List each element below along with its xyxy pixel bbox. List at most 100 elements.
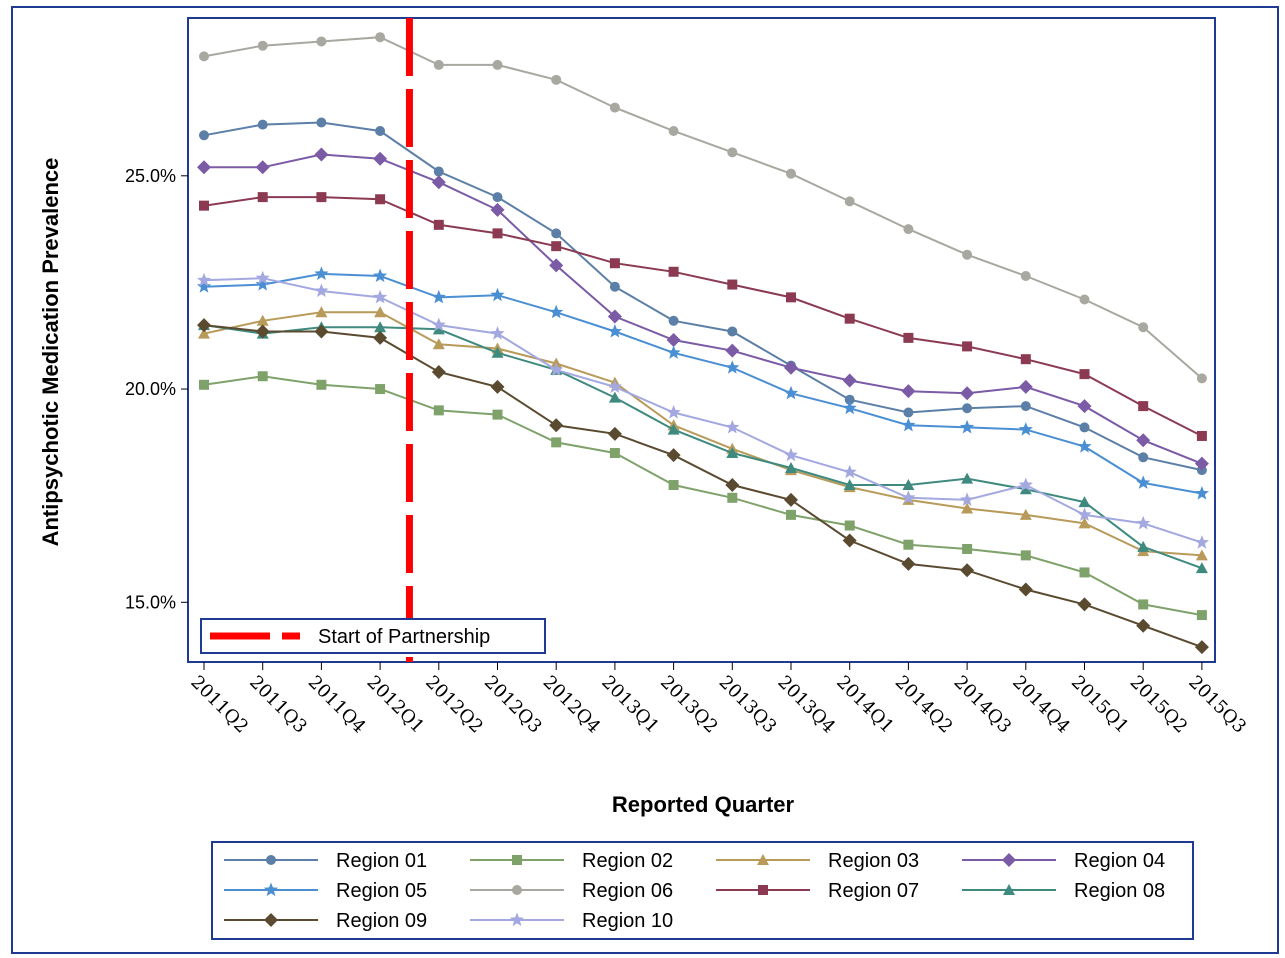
data-point: [901, 556, 916, 571]
data-point: [257, 371, 268, 382]
series-line: [203, 375, 1203, 617]
legend-label: Region 04: [1074, 850, 1165, 872]
data-point: [491, 346, 504, 358]
data-point: [1194, 535, 1209, 549]
legend-marker: [263, 882, 279, 897]
data-point: [314, 266, 329, 280]
legend-marker: [512, 855, 522, 865]
data-point: [199, 51, 209, 62]
data-point: [432, 323, 445, 335]
data-point: [666, 448, 681, 463]
series-line: [203, 121, 1203, 472]
legend-marker: [757, 854, 769, 865]
data-point: [1138, 322, 1149, 333]
x-tick-label: 2013Q4: [773, 672, 839, 738]
data-point: [551, 74, 562, 85]
series-line: [203, 311, 1202, 557]
data-point: [609, 281, 620, 292]
series-line: [203, 277, 1203, 544]
legend-item: Region 09: [224, 910, 427, 932]
data-point: [1194, 486, 1209, 500]
data-point: [668, 480, 679, 491]
data-point: [783, 447, 799, 462]
legend-item: Region 06: [470, 880, 673, 902]
data-point: [1079, 422, 1090, 433]
data-point: [960, 419, 975, 434]
data-point: [842, 373, 857, 388]
data-point: [257, 40, 268, 51]
data-point: [373, 330, 388, 345]
series-region-09: [197, 318, 1209, 655]
legend-label: Region 09: [336, 910, 427, 932]
series-line: [204, 153, 1203, 465]
data-point: [844, 313, 855, 324]
x-tick-label: 2014Q2: [891, 672, 957, 738]
data-point: [431, 317, 446, 332]
data-point: [374, 321, 387, 333]
data-point: [549, 258, 564, 273]
data-point: [1078, 496, 1091, 508]
legend-label: Region 03: [828, 850, 919, 872]
series-region-08: [198, 319, 1208, 574]
data-point: [668, 266, 679, 277]
legend-marker: [758, 885, 768, 895]
data-point: [492, 409, 503, 420]
data-point: [316, 117, 327, 128]
data-point: [197, 318, 211, 333]
data-point: [960, 492, 975, 506]
data-point: [255, 270, 270, 285]
data-point: [962, 403, 973, 414]
x-tick-label: 2015Q1: [1067, 672, 1133, 738]
y-axis-title: Antipsychotic Medication Prevalence: [38, 158, 63, 547]
series-line: [203, 324, 1203, 649]
data-point: [1079, 294, 1090, 305]
legend-marker: [1003, 884, 1015, 895]
series-region-04: [197, 147, 1209, 471]
data-point: [433, 405, 444, 416]
data-point: [962, 543, 973, 554]
data-point: [549, 304, 564, 319]
legend-marker: [512, 885, 522, 895]
legend: Region 01 Region 02 Region 03 Region 04 Regi…: [211, 841, 1194, 940]
data-point: [198, 327, 210, 339]
data-point: [1020, 271, 1031, 282]
data-point: [1077, 439, 1092, 453]
data-point: [783, 385, 799, 400]
x-tick-label: 2015Q3: [1184, 672, 1250, 738]
data-point: [607, 309, 622, 324]
data-point: [961, 502, 974, 514]
x-tick-label: 2012Q2: [421, 672, 487, 738]
data-point: [725, 419, 740, 434]
data-point: [903, 539, 914, 550]
series-layer: [196, 32, 1209, 655]
data-point: [257, 192, 268, 203]
legend-label: Region 06: [582, 880, 673, 902]
x-tick-label: 2011Q3: [245, 672, 311, 738]
data-point: [374, 306, 387, 318]
data-point: [608, 391, 621, 403]
data-point: [257, 119, 268, 130]
data-point: [375, 384, 386, 395]
series-region-10: [196, 270, 1209, 549]
data-point: [668, 315, 679, 326]
data-point: [1136, 515, 1151, 530]
data-point: [786, 168, 796, 179]
data-point: [726, 447, 739, 459]
series-region-06: [199, 32, 1207, 384]
data-point: [607, 426, 622, 441]
data-point: [1020, 354, 1031, 365]
series-region-07: [199, 192, 1207, 441]
data-point: [843, 479, 856, 491]
data-point: [1138, 599, 1149, 610]
data-point: [549, 362, 564, 376]
data-point: [314, 324, 329, 339]
x-tick-label: 2011Q2: [186, 672, 252, 738]
x-tick-label: 2012Q3: [480, 672, 546, 738]
data-point: [960, 563, 975, 578]
data-point: [433, 219, 444, 230]
data-point: [725, 360, 740, 374]
series-region-01: [199, 117, 1207, 476]
legend-item: Region 04: [962, 850, 1165, 872]
data-point: [256, 314, 269, 326]
